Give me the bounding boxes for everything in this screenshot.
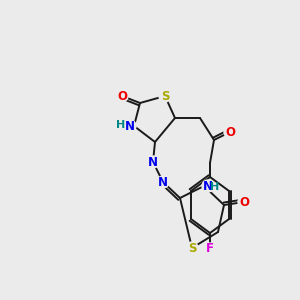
Text: O: O [239,196,249,208]
Circle shape [202,180,214,192]
Text: H: H [116,120,126,130]
Text: O: O [117,89,127,103]
Circle shape [238,196,250,208]
Text: N: N [125,119,135,133]
Text: H: H [210,182,220,192]
Circle shape [147,156,159,168]
Circle shape [157,176,169,188]
Circle shape [116,90,128,102]
Circle shape [159,90,171,102]
Text: F: F [206,242,214,256]
Text: N: N [148,155,158,169]
Circle shape [186,242,198,254]
Text: O: O [225,125,235,139]
Text: N: N [203,179,213,193]
Text: N: N [158,176,168,188]
Text: S: S [161,89,169,103]
Circle shape [204,243,216,255]
Circle shape [224,126,236,138]
Text: S: S [188,242,196,254]
Circle shape [124,120,136,132]
